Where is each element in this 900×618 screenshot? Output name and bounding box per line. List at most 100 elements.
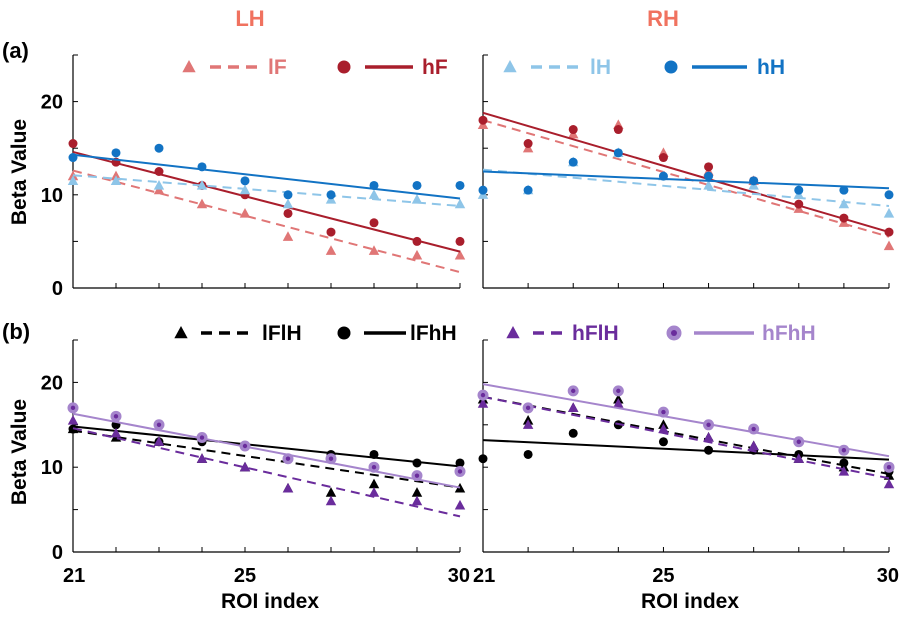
legend-hflh: hFlH — [506, 322, 619, 345]
panel-4-hfhh-point-center — [751, 426, 756, 432]
panel-3-hfhh-point-center — [156, 422, 162, 427]
panel-4-lfhh-point — [658, 437, 668, 447]
panel-4-hflh-fit-line — [482, 395, 890, 480]
panel-3-x-tick-label: 30 — [448, 565, 470, 587]
panel-2-hh-point — [884, 190, 894, 200]
panel-1-lf-point — [239, 207, 251, 218]
panel-2-hf-point — [704, 162, 714, 172]
header-lh: LH — [235, 6, 264, 31]
panel-3-hfhh-fit-line — [72, 412, 461, 489]
legend-hf-marker — [337, 60, 351, 74]
legend-lh-marker — [503, 60, 517, 73]
panel-3-lflh-point — [368, 478, 380, 489]
panel-4-lfhh-fit-line — [482, 439, 890, 461]
panel-3-y-tick-label: 10 — [41, 457, 63, 479]
y-axis-title-a: Beta Value — [8, 119, 31, 225]
x-axis-title-left: ROI index — [221, 590, 319, 613]
panel-4-hfhh-point-center — [841, 448, 847, 453]
legend-lh: lH — [503, 56, 611, 79]
panel-2-hh-point — [523, 185, 533, 195]
legend-hflh-label: hFlH — [572, 322, 619, 345]
panel-3-hflh-point — [239, 461, 251, 472]
panel-3: 0 10 20 21 25 30 — [41, 339, 470, 587]
panel-2-lf-fit-line — [482, 119, 890, 238]
panel-3-hfhh-point-center — [457, 469, 463, 474]
panel-2-lf-point — [883, 240, 895, 251]
panel-3-lfhh-point — [455, 458, 465, 468]
panel-3-hflh-point — [325, 495, 337, 506]
panel-3-hflh-point — [67, 415, 79, 425]
panel-3-hfhh-point-center — [285, 456, 291, 461]
panel-3-hflh-point — [411, 495, 423, 506]
panel-4-hflh-point — [703, 432, 714, 442]
panel-3-hfhh-point-center — [70, 405, 76, 411]
panel-1-lh-point — [67, 175, 79, 185]
panel-1-hh-point — [197, 162, 207, 172]
panel-2-hh-point — [749, 176, 759, 186]
panel-1-lf-fit-line — [72, 169, 461, 274]
panel-2-hh-point — [478, 185, 488, 195]
panel-3-hflh-point — [368, 487, 380, 497]
panel-4-lfhh-point — [478, 454, 488, 464]
panel-4: 21 25 30 — [473, 339, 899, 587]
panel-1-hh-point — [455, 180, 465, 190]
panel-1-y-tick-label: 20 — [41, 92, 63, 114]
header-rh: RH — [647, 6, 679, 31]
panel-3-lflh-fit-line — [72, 429, 461, 489]
panel-2-lh-point — [838, 198, 850, 209]
panel-4-x-tick-label: 30 — [877, 565, 899, 587]
legend-lfhh: lFhH — [337, 322, 457, 345]
legend-lf-label: lF — [268, 56, 287, 79]
panel-4-hflh-point — [838, 465, 850, 476]
panel-1-hh-point — [111, 148, 121, 158]
panel-3-x-tick-label: 25 — [234, 565, 256, 587]
panel-1-lf-point — [196, 198, 208, 209]
panel-2-hh-point — [568, 157, 578, 167]
panel-1-hh-fit-line — [72, 153, 461, 200]
legend-lflh-label: lFlH — [262, 322, 302, 345]
panel-2-hf-fit-line — [482, 111, 890, 234]
panel-1-hh-point — [68, 153, 78, 163]
panel-1-hf-point — [68, 139, 78, 149]
legend-lf: lF — [182, 56, 287, 79]
legend-hfhh: hFhH — [666, 322, 816, 345]
panel-4-hfhh-fit-line — [482, 383, 890, 458]
legend-hh-marker — [664, 60, 678, 74]
panel-3-hflh-point — [110, 427, 122, 438]
panel-1-lh-point — [368, 189, 380, 199]
legend-lh-label: lH — [590, 56, 611, 79]
panel-3-hflh-point — [153, 436, 165, 446]
panel-3-hflh-point — [454, 499, 466, 510]
panel-4-hfhh-point-center — [616, 388, 621, 394]
panel-4-hflh-point — [658, 423, 669, 434]
panel-1-hh-point — [326, 190, 336, 200]
panel-4-hflh-point — [748, 440, 759, 451]
panel-1: 0 10 20 — [41, 54, 466, 300]
panel-1-lh-point — [239, 184, 251, 195]
panel-3-y-tick-label: 0 — [52, 542, 63, 564]
panel-3-hfhh-point-center — [113, 414, 119, 419]
y-axis-title-b: Beta Value — [8, 399, 31, 505]
panel-2-hh-fit-line — [482, 170, 890, 190]
panel-4-hfhh-point-center — [706, 422, 711, 427]
legend-hfhh-label: hFhH — [762, 322, 816, 345]
panel-2-hh-point — [794, 185, 804, 195]
panel-4-hfhh-point-center — [796, 439, 801, 444]
panel-3-x-tick-label: 21 — [63, 565, 85, 587]
panel-2-lh-point — [883, 207, 895, 218]
panel-1-lh-point — [282, 198, 294, 209]
panel-4-lfhh-point — [568, 428, 578, 438]
panel-4-hflh-point — [567, 402, 579, 412]
legend-hf: hF — [337, 56, 448, 79]
panel-4-x-tick-label: 21 — [473, 565, 495, 587]
panel-4-hfhh-point-center — [525, 405, 531, 411]
panel-2-hf-point — [568, 125, 578, 135]
panel-2-hf-point — [884, 227, 894, 237]
panel-4-hflh-point — [883, 478, 895, 489]
legend-hh: hH — [664, 56, 785, 79]
panel-1-hf-point — [283, 208, 293, 218]
legend-lfhh-label: lFhH — [410, 322, 457, 345]
panel-1-lf-point — [411, 249, 423, 260]
legend-hh-label: hH — [757, 56, 785, 79]
